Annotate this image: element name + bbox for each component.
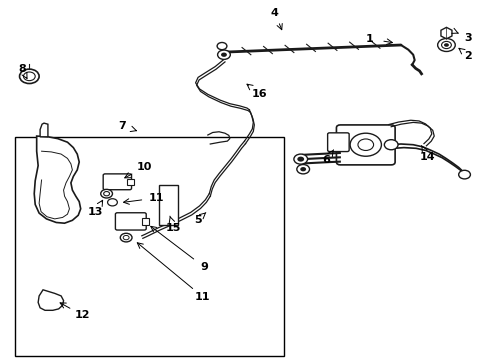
Circle shape xyxy=(349,133,381,156)
Text: 6: 6 xyxy=(322,155,330,165)
Text: 4: 4 xyxy=(270,8,278,18)
Text: 8: 8 xyxy=(18,64,26,74)
Circle shape xyxy=(107,199,117,206)
Polygon shape xyxy=(40,123,48,137)
Polygon shape xyxy=(38,290,63,310)
Text: 10: 10 xyxy=(136,162,152,172)
Circle shape xyxy=(437,39,454,51)
Text: 14: 14 xyxy=(419,152,435,162)
Circle shape xyxy=(296,165,309,174)
Text: 12: 12 xyxy=(74,310,90,320)
Polygon shape xyxy=(34,136,81,223)
Circle shape xyxy=(103,192,109,196)
FancyBboxPatch shape xyxy=(336,125,394,165)
Text: 11: 11 xyxy=(148,193,164,203)
Circle shape xyxy=(221,53,226,57)
Text: 15: 15 xyxy=(165,222,181,233)
Circle shape xyxy=(123,235,129,240)
Polygon shape xyxy=(440,27,451,39)
Text: 9: 9 xyxy=(200,262,208,272)
Circle shape xyxy=(293,154,307,164)
Circle shape xyxy=(458,170,469,179)
Circle shape xyxy=(384,140,397,150)
Text: 5: 5 xyxy=(194,215,202,225)
Circle shape xyxy=(300,167,305,171)
Circle shape xyxy=(443,43,448,47)
Text: 7: 7 xyxy=(118,121,126,131)
Circle shape xyxy=(217,42,226,50)
Bar xyxy=(142,218,149,225)
Text: 2: 2 xyxy=(464,51,471,61)
Text: 3: 3 xyxy=(464,33,471,43)
Text: 13: 13 xyxy=(87,207,103,217)
Circle shape xyxy=(20,69,39,84)
Text: 11: 11 xyxy=(195,292,210,302)
Circle shape xyxy=(120,233,132,242)
FancyBboxPatch shape xyxy=(327,133,348,152)
Circle shape xyxy=(297,157,304,162)
Circle shape xyxy=(357,139,373,150)
Text: 1: 1 xyxy=(365,34,372,44)
Bar xyxy=(159,185,178,225)
FancyBboxPatch shape xyxy=(103,174,131,190)
Circle shape xyxy=(441,41,450,49)
Circle shape xyxy=(217,50,230,59)
Circle shape xyxy=(101,189,112,198)
Text: 16: 16 xyxy=(251,89,266,99)
Circle shape xyxy=(23,72,35,81)
FancyBboxPatch shape xyxy=(115,213,146,230)
Bar xyxy=(127,179,134,185)
Bar xyxy=(15,137,283,356)
